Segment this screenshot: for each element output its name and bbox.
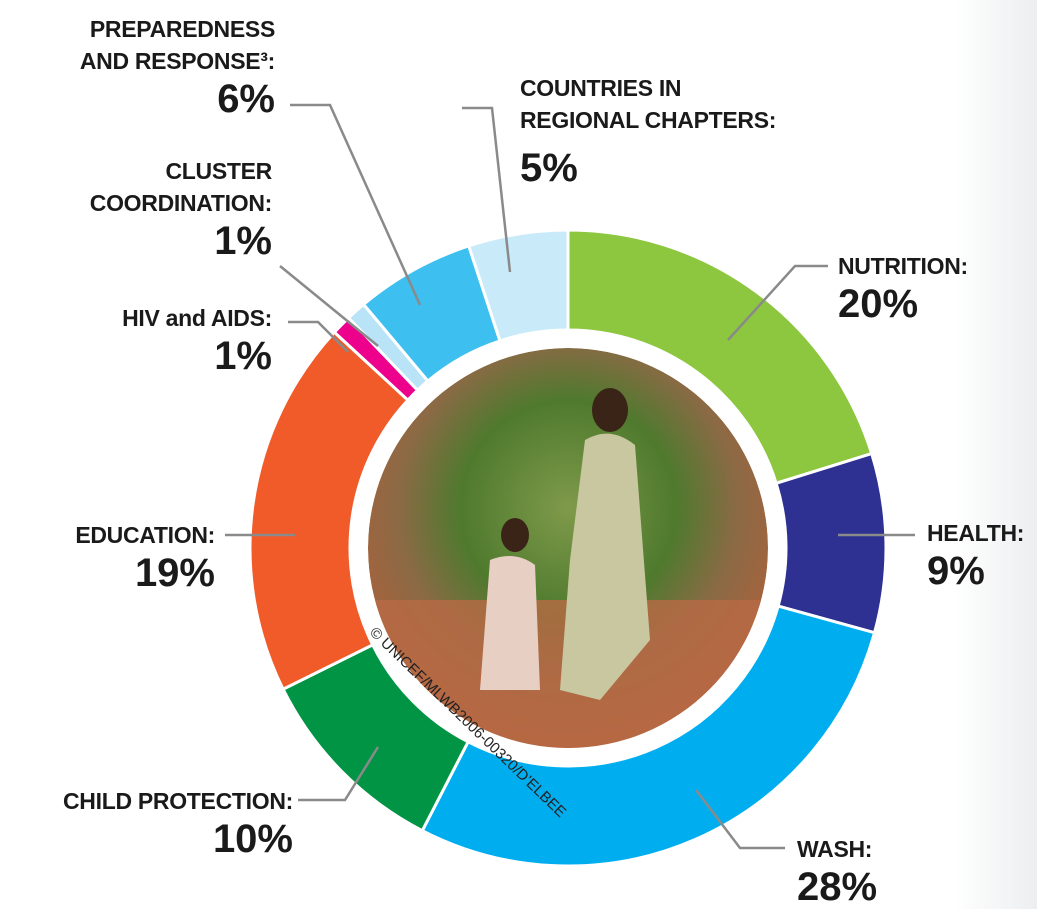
segment-label: WASH:28% — [797, 833, 877, 909]
category-label: EDUCATION: — [75, 519, 215, 551]
page: {"chart_data": {"type": "pie", "donut": … — [0, 0, 1037, 906]
value-label: 28% — [797, 865, 877, 909]
segment-label: HIV and AIDS:1% — [122, 302, 272, 378]
leader-line — [290, 105, 420, 305]
segment-label: CLUSTER COORDINATION:1% — [90, 155, 272, 263]
value-label: 1% — [90, 219, 272, 263]
value-label: 20% — [838, 282, 968, 326]
segment-label: EDUCATION:19% — [75, 519, 215, 595]
category-label: HEALTH: — [927, 517, 1024, 549]
segment-label: HEALTH:9% — [927, 517, 1024, 593]
value-label: 9% — [927, 549, 1024, 593]
category-label: HIV and AIDS: — [122, 302, 272, 334]
donut-segment — [776, 454, 886, 633]
category-label: COUNTRIES IN REGIONAL CHAPTERS: — [520, 72, 776, 136]
segment-label: CHILD PROTECTION:10% — [63, 785, 293, 861]
category-label: PREPAREDNESS AND RESPONSE³: — [80, 13, 275, 77]
segment-label: PREPAREDNESS AND RESPONSE³:6% — [80, 13, 275, 121]
segment-label: NUTRITION:20% — [838, 250, 968, 326]
value-label: 5% — [520, 146, 776, 190]
value-label: 6% — [80, 77, 275, 121]
value-label: 1% — [122, 334, 272, 378]
category-label: NUTRITION: — [838, 250, 968, 282]
value-label: 10% — [63, 817, 293, 861]
photo — [368, 348, 768, 760]
category-label: WASH: — [797, 833, 877, 865]
category-label: CLUSTER COORDINATION: — [90, 155, 272, 219]
value-label: 19% — [75, 551, 215, 595]
category-label: CHILD PROTECTION: — [63, 785, 293, 817]
segment-label: COUNTRIES IN REGIONAL CHAPTERS: 5% — [520, 72, 776, 190]
